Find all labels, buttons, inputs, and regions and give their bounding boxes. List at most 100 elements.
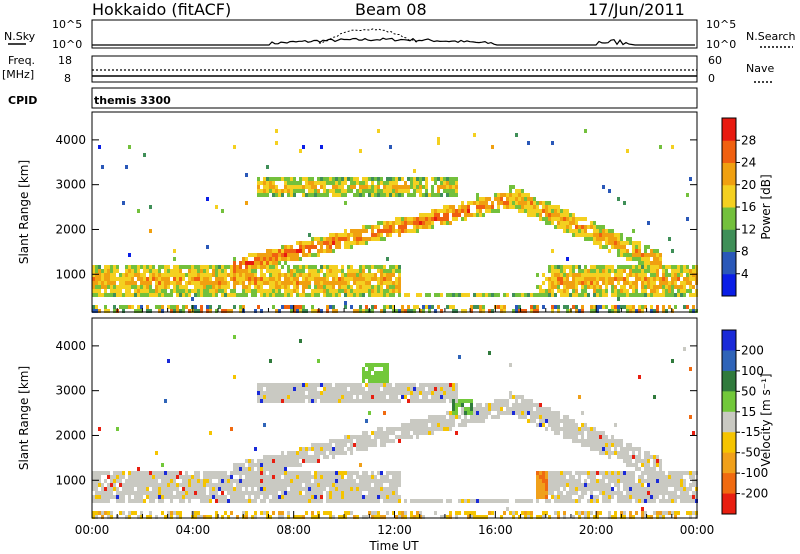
- heatmap-cell: [335, 383, 338, 387]
- heatmap-cell: [257, 395, 260, 399]
- heatmap-cell: [503, 399, 506, 403]
- heatmap-cell: [278, 383, 281, 387]
- heatmap-cell: [509, 197, 512, 201]
- heatmap-cell: [590, 431, 593, 435]
- heatmap-cell: [128, 515, 131, 519]
- heatmap-cell: [488, 351, 491, 355]
- heatmap-cell: [389, 281, 392, 285]
- heatmap-cell: [653, 459, 656, 463]
- heatmap-cell: [356, 471, 359, 475]
- heatmap-cell: [344, 391, 347, 395]
- heatmap-cell: [338, 277, 341, 281]
- heatmap-cell: [548, 293, 551, 297]
- heatmap-cell: [482, 407, 485, 411]
- heatmap-cell: [365, 265, 368, 269]
- heatmap-cell: [638, 245, 641, 249]
- heatmap-cell: [563, 423, 566, 427]
- heatmap-cell: [344, 281, 347, 285]
- heatmap-cell: [632, 309, 635, 313]
- heatmap-cell: [629, 265, 632, 269]
- heatmap-cell: [122, 499, 125, 503]
- heatmap-cell: [122, 277, 125, 281]
- heatmap-cell: [419, 217, 422, 221]
- heatmap-cell: [602, 447, 605, 451]
- heatmap-cell: [344, 245, 347, 249]
- heatmap-cell: [638, 257, 641, 261]
- heatmap-cell: [644, 455, 647, 459]
- velocity-colorbar-swatch: [722, 391, 736, 413]
- heatmap-cell: [335, 483, 338, 487]
- heatmap-cell: [281, 257, 284, 261]
- heatmap-cell: [452, 419, 455, 423]
- heatmap-cell: [560, 225, 563, 229]
- velocity-colorbar-frame: [721, 329, 737, 515]
- heatmap-cell: [413, 395, 416, 399]
- heatmap-cell: [419, 431, 422, 435]
- heatmap-cell: [638, 487, 641, 491]
- heatmap-cell: [566, 289, 569, 293]
- heatmap-cell: [209, 305, 212, 309]
- heatmap-cell: [140, 483, 143, 487]
- heatmap-cell: [356, 193, 359, 197]
- heatmap-cell: [587, 483, 590, 487]
- heatmap-cell: [638, 447, 641, 451]
- heatmap-cell: [323, 273, 326, 277]
- heatmap-cell: [653, 479, 656, 483]
- heatmap-cell: [380, 379, 383, 383]
- heatmap-cell: [539, 491, 542, 495]
- heatmap-cell: [275, 257, 278, 261]
- heatmap-cell: [590, 237, 593, 241]
- heatmap-cell: [437, 419, 440, 423]
- heatmap-cell: [455, 213, 458, 217]
- heatmap-cell: [281, 515, 284, 519]
- heatmap-cell: [629, 269, 632, 273]
- heatmap-cell: [335, 387, 338, 391]
- heatmap-cell: [650, 471, 653, 475]
- heatmap-cell: [368, 379, 371, 383]
- heatmap-cell: [314, 515, 317, 519]
- heatmap-cell: [113, 471, 116, 475]
- heatmap-cell: [686, 193, 689, 197]
- heatmap-cell: [413, 383, 416, 387]
- heatmap-cell: [299, 241, 302, 245]
- heatmap-cell: [407, 177, 410, 181]
- heatmap-cell: [671, 471, 674, 475]
- heatmap-cell: [290, 257, 293, 261]
- heatmap-cell: [167, 475, 170, 479]
- heatmap-cell: [554, 269, 557, 273]
- heatmap-cell: [365, 479, 368, 483]
- heatmap-cell: [314, 483, 317, 487]
- heatmap-cell: [611, 439, 614, 443]
- heatmap-cell: [629, 499, 632, 503]
- heatmap-cell: [692, 273, 695, 277]
- heatmap-cell: [143, 285, 146, 289]
- heatmap-cell: [413, 391, 416, 395]
- heatmap-cell: [281, 249, 284, 253]
- heatmap-cell: [302, 289, 305, 293]
- heatmap-cell: [602, 487, 605, 491]
- heatmap-cell: [158, 269, 161, 273]
- heatmap-cell: [161, 499, 164, 503]
- heatmap-cell: [374, 499, 377, 503]
- heatmap-cell: [617, 253, 620, 257]
- heatmap-cell: [347, 475, 350, 479]
- heatmap-cell: [284, 185, 287, 189]
- heatmap-cell: [395, 177, 398, 181]
- heatmap-cell: [434, 193, 437, 197]
- heatmap-cell: [371, 491, 374, 495]
- heatmap-cell: [350, 499, 353, 503]
- heatmap-cell: [149, 229, 152, 233]
- heatmap-cell: [218, 495, 221, 499]
- heatmap-cell: [293, 273, 296, 277]
- heatmap-cell: [653, 265, 656, 269]
- heatmap-cell: [554, 281, 557, 285]
- heatmap-cell: [509, 201, 512, 205]
- heatmap-cell: [344, 293, 347, 297]
- heatmap-cell: [392, 273, 395, 277]
- heatmap-cell: [338, 241, 341, 245]
- heatmap-cell: [605, 471, 608, 475]
- heatmap-cell: [218, 475, 221, 479]
- heatmap-cell: [146, 269, 149, 273]
- heatmap-cell: [242, 463, 245, 467]
- heatmap-cell: [539, 213, 542, 217]
